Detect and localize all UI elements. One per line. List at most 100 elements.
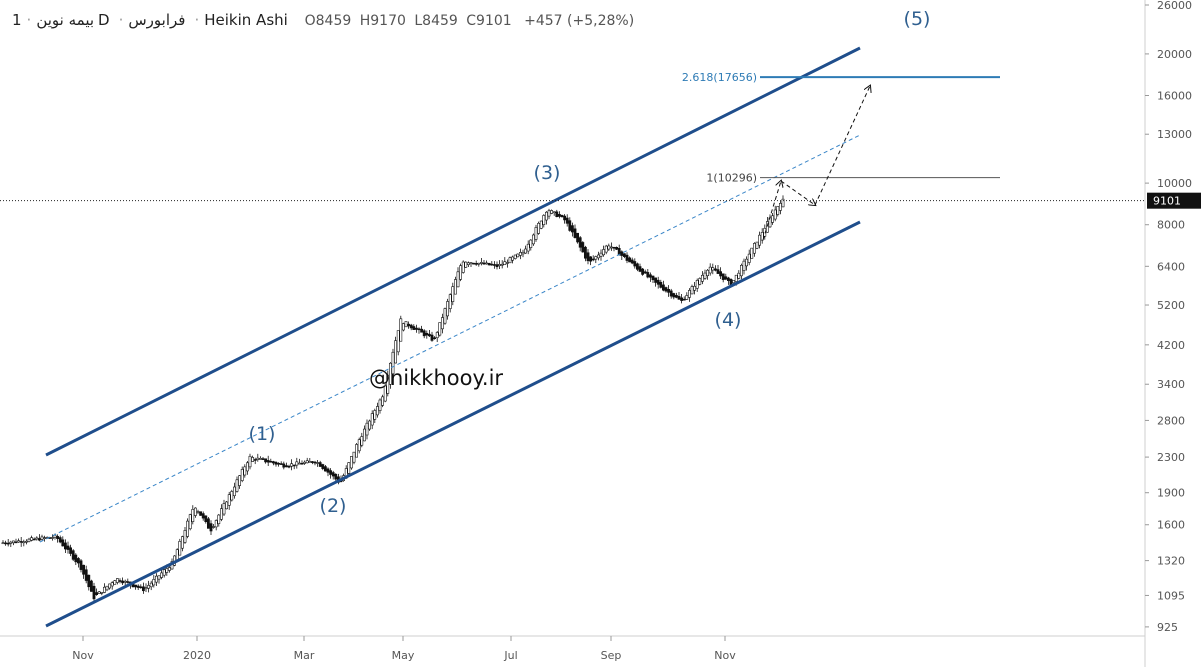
- candle-up: [108, 583, 112, 589]
- candle-up: [222, 503, 226, 515]
- candle-down: [95, 592, 99, 595]
- candles-layer: [1, 195, 785, 603]
- candle-up: [295, 461, 299, 466]
- candle-up: [43, 537, 47, 539]
- candle-down: [583, 246, 587, 259]
- candle-down: [77, 558, 80, 564]
- channel-upper-line: [45, 46, 861, 457]
- candle-down: [4, 542, 8, 545]
- candle-up: [550, 210, 554, 214]
- candle-up: [685, 295, 689, 300]
- candle-down: [92, 585, 96, 600]
- y-tick-label: 13000: [1157, 128, 1192, 141]
- candle-up: [251, 457, 255, 462]
- y-tick-label: 1900: [1157, 487, 1185, 500]
- candle-up: [235, 479, 239, 492]
- candle-up: [690, 286, 694, 295]
- candle-down: [329, 470, 333, 475]
- candle-up: [516, 253, 520, 258]
- candle-up: [378, 399, 382, 411]
- candle-down: [409, 324, 413, 329]
- candle-down: [628, 257, 632, 263]
- y-tick-label: 1320: [1157, 555, 1185, 568]
- open-value: 8459: [315, 13, 352, 29]
- candle-up: [162, 569, 166, 576]
- candle-up: [116, 578, 119, 583]
- wave-label: (2): [320, 495, 347, 517]
- candle-up: [708, 266, 712, 274]
- candle-down: [142, 586, 145, 592]
- candle-up: [305, 460, 309, 464]
- candle-up: [459, 265, 463, 280]
- symbol-name[interactable]: بیمه نوین: [36, 11, 95, 29]
- candle-down: [563, 215, 567, 221]
- candle-up: [461, 261, 465, 273]
- candle-down: [407, 323, 411, 327]
- candle-up: [508, 257, 512, 264]
- candle-down: [279, 463, 283, 465]
- candle-up: [464, 261, 468, 268]
- candle-down: [204, 515, 208, 522]
- y-tick-label: 26000: [1157, 0, 1192, 12]
- candle-down: [334, 473, 338, 480]
- candle-down: [19, 541, 23, 543]
- y-tick-label: 5200: [1157, 299, 1185, 312]
- y-tick-label: 8000: [1157, 219, 1185, 232]
- candle-up: [531, 234, 535, 245]
- candle-down: [82, 564, 86, 575]
- candle-up: [609, 246, 613, 249]
- candle-up: [469, 262, 473, 265]
- x-tick-label: Nov: [714, 649, 736, 662]
- candle-down: [79, 560, 83, 570]
- candle-down: [589, 256, 593, 262]
- channel-midline: [39, 134, 861, 543]
- candle-up: [240, 469, 244, 481]
- candle-down: [622, 253, 626, 257]
- candle-up: [778, 203, 782, 211]
- candle-down: [487, 262, 491, 266]
- candle-up: [256, 457, 260, 460]
- candle-up: [739, 265, 743, 277]
- candle-down: [573, 228, 577, 238]
- candle-up: [732, 280, 736, 284]
- candle-up: [248, 455, 252, 468]
- candle-up: [316, 462, 320, 464]
- candle-down: [664, 287, 668, 292]
- candle-down: [661, 284, 665, 291]
- candle-down: [321, 464, 325, 469]
- projection-segment: [762, 181, 781, 241]
- candle-up: [773, 209, 777, 220]
- candle-up: [765, 221, 769, 233]
- candle-down: [427, 333, 431, 337]
- candle-down: [641, 268, 645, 275]
- candle-up: [303, 461, 307, 464]
- candle-up: [225, 501, 229, 510]
- candle-down: [90, 580, 93, 592]
- candle-down: [61, 539, 65, 547]
- candle-down: [492, 264, 496, 266]
- candle-up: [181, 536, 184, 549]
- candle-up: [155, 575, 158, 583]
- candle-up: [12, 540, 15, 544]
- candle-up: [758, 234, 762, 246]
- wave-label: (5): [904, 8, 931, 30]
- candle-down: [422, 330, 426, 337]
- candle-down: [56, 536, 60, 540]
- candle-up: [386, 374, 390, 394]
- change-value: +457 (+5,28%): [524, 13, 635, 29]
- wave-label: (1): [249, 423, 276, 445]
- candle-down: [713, 268, 717, 271]
- candle-up: [524, 248, 528, 254]
- candle-up: [24, 540, 28, 543]
- candle-down: [71, 550, 75, 560]
- candle-up: [100, 591, 104, 594]
- interval-label[interactable]: 1D: [12, 11, 110, 29]
- candle-up: [40, 536, 44, 540]
- candle-up: [230, 491, 234, 501]
- candle-down: [253, 459, 257, 461]
- candle-up: [220, 508, 223, 520]
- candle-down: [648, 274, 652, 278]
- candle-up: [178, 540, 182, 556]
- candle-up: [435, 332, 439, 339]
